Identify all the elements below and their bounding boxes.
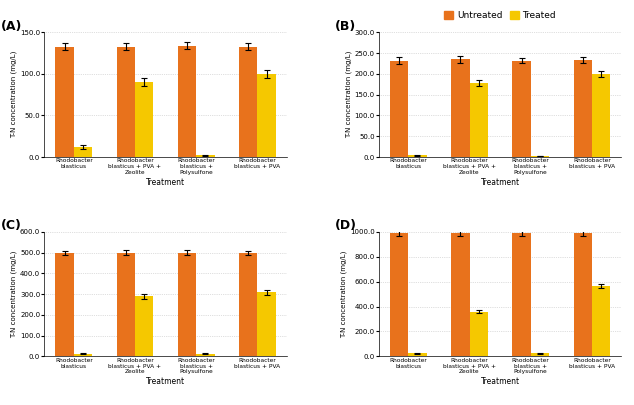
Bar: [512, 61, 531, 157]
Bar: [592, 286, 611, 356]
Bar: [135, 82, 153, 157]
Bar: [257, 74, 276, 157]
X-axis label: Treatment: Treatment: [481, 178, 520, 187]
Bar: [470, 83, 488, 157]
Y-axis label: T-N concentration (mg/L): T-N concentration (mg/L): [11, 51, 17, 139]
Legend: Untreated, Treated: Untreated, Treated: [443, 9, 558, 22]
Bar: [135, 296, 153, 356]
Bar: [592, 74, 611, 157]
Bar: [196, 156, 214, 157]
Bar: [512, 233, 531, 356]
Bar: [74, 147, 92, 157]
Bar: [451, 233, 470, 356]
Y-axis label: T-N concentration (mg/L): T-N concentration (mg/L): [346, 51, 352, 139]
Bar: [239, 253, 257, 356]
Bar: [196, 354, 214, 356]
Bar: [55, 253, 74, 356]
Bar: [531, 156, 549, 157]
Bar: [74, 354, 92, 356]
Bar: [257, 292, 276, 356]
Bar: [574, 60, 592, 157]
Bar: [117, 47, 135, 157]
Bar: [408, 353, 427, 356]
Bar: [451, 60, 470, 157]
Bar: [178, 253, 196, 356]
Bar: [390, 233, 408, 356]
Text: (A): (A): [1, 20, 22, 33]
X-axis label: Treatment: Treatment: [146, 377, 185, 386]
Bar: [117, 253, 135, 356]
Bar: [239, 47, 257, 157]
Text: (D): (D): [335, 220, 358, 232]
X-axis label: Treatment: Treatment: [481, 377, 520, 386]
Bar: [390, 61, 408, 157]
Bar: [55, 47, 74, 157]
Y-axis label: T-N concentration (mg/L): T-N concentration (mg/L): [340, 250, 347, 338]
Text: (B): (B): [335, 20, 356, 33]
Bar: [574, 233, 592, 356]
Text: (C): (C): [1, 220, 22, 232]
Bar: [470, 311, 488, 356]
Y-axis label: T-N concentration (mg/L): T-N concentration (mg/L): [11, 250, 17, 338]
Bar: [531, 353, 549, 356]
X-axis label: Treatment: Treatment: [146, 178, 185, 187]
Bar: [178, 46, 196, 157]
Bar: [408, 156, 427, 157]
